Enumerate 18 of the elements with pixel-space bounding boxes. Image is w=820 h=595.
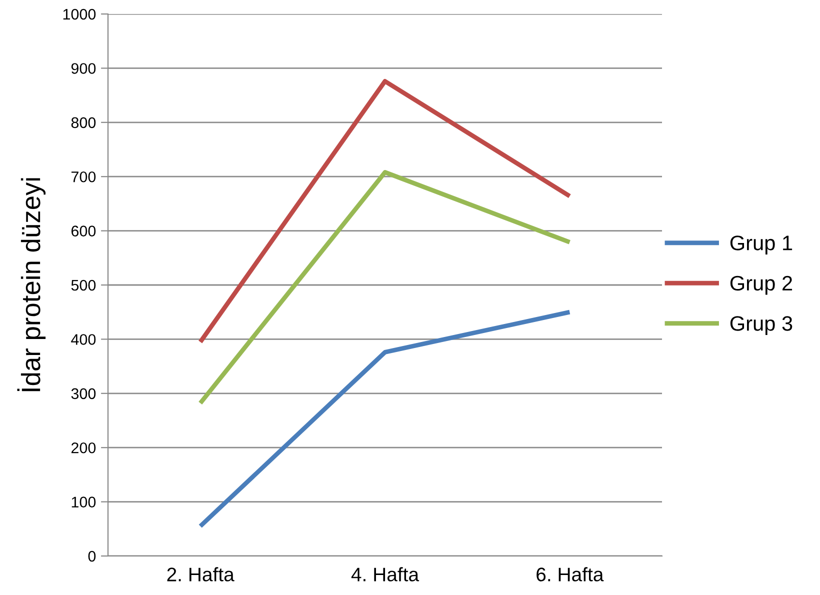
y-tick-label: 200 (71, 442, 96, 454)
x-tick-label: 6. Hafta (536, 567, 604, 582)
y-tick-label: 500 (71, 280, 96, 291)
y-tick-label: 700 (71, 171, 96, 182)
y-tick-label: 400 (71, 334, 96, 345)
y-tick-label: 800 (71, 117, 96, 128)
legend-label: Grup 2 (730, 276, 792, 295)
y-tick-label: 300 (71, 388, 96, 400)
y-tick-label: 600 (71, 226, 96, 236)
y-tick-label: 0 (88, 550, 96, 562)
y-axis-title: İdar protein düzeyi (17, 178, 46, 392)
x-tick-label: 4. Hafta (351, 567, 420, 582)
legend-label: Grup 1 (730, 236, 792, 254)
y-tick-label: 900 (71, 63, 96, 74)
y-tick-label: 1000 (63, 8, 96, 20)
x-tick-label: 2. Hafta (167, 567, 234, 582)
y-tick-label: 100 (72, 496, 96, 508)
legend-label: Grup 3 (730, 316, 792, 335)
